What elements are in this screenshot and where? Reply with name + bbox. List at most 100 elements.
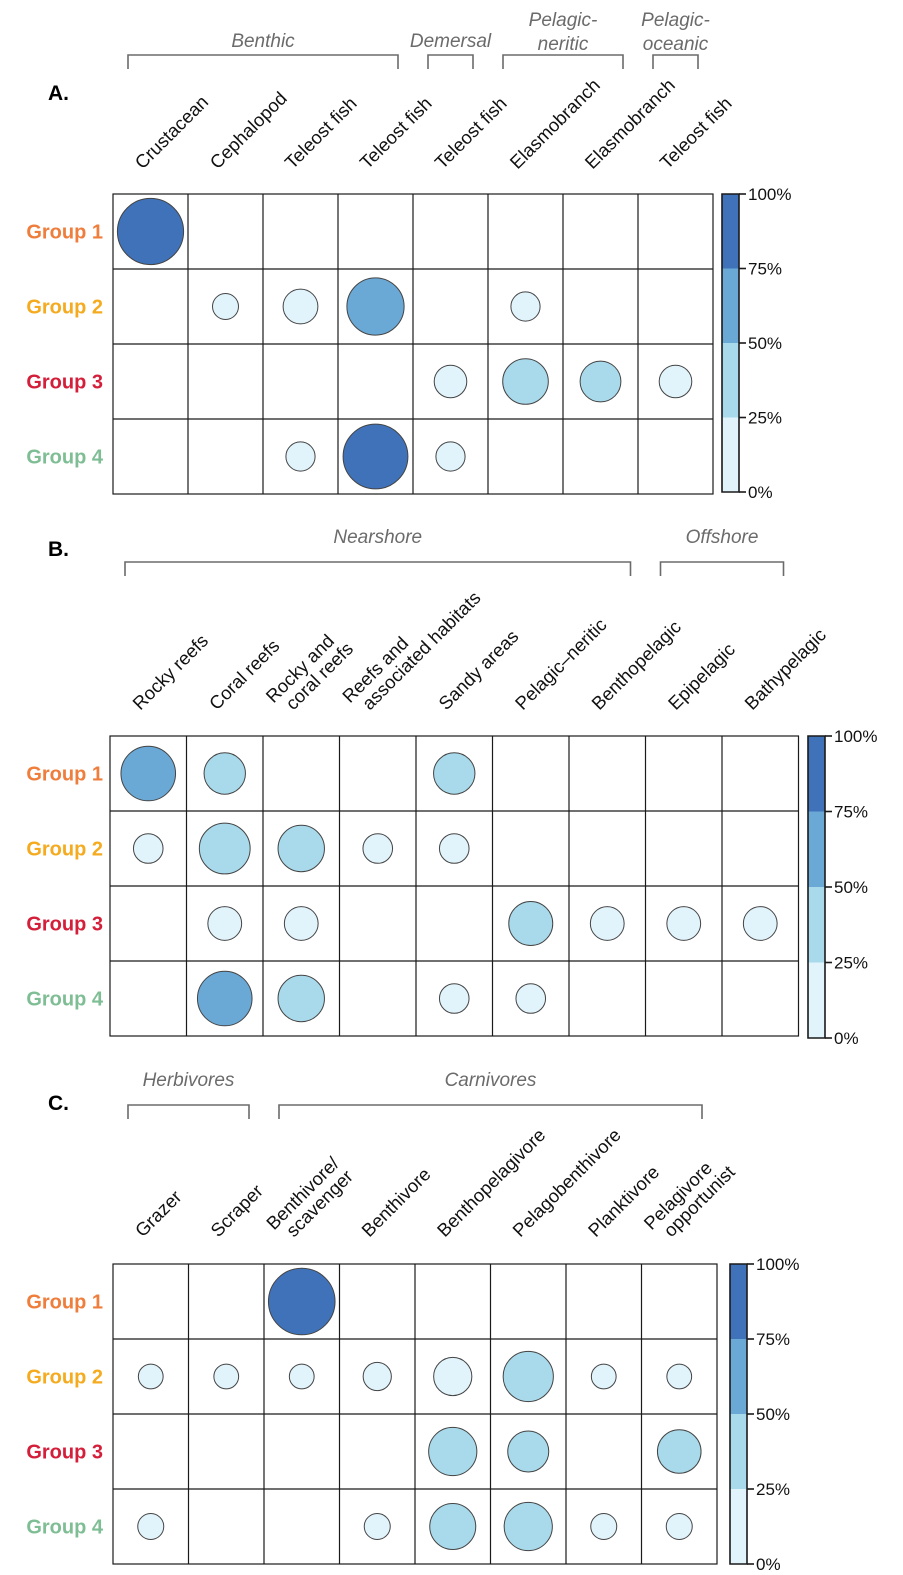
bubble xyxy=(502,1350,554,1403)
category-group-label: Nearshore xyxy=(333,527,422,548)
legend-tick-label: 75% xyxy=(834,803,868,822)
legend-tick-label: 75% xyxy=(756,1330,790,1349)
legend-segment xyxy=(808,887,825,963)
column-label: Rocky andcoral reefs xyxy=(261,624,357,720)
column-label: Crustacean xyxy=(130,91,212,173)
bubble xyxy=(203,752,246,795)
legend-tick-label: 50% xyxy=(756,1405,790,1424)
bubble xyxy=(658,364,693,399)
category-group-label: Demersal xyxy=(410,31,492,52)
category-group-label: Benthic xyxy=(231,31,295,52)
bubble xyxy=(207,906,243,941)
bubble xyxy=(590,1513,618,1540)
legend-tick-label: 0% xyxy=(748,483,773,502)
legend-tick-label: 50% xyxy=(748,334,782,353)
column-label: Cephalopod xyxy=(205,87,290,172)
category-group-label: neritic xyxy=(538,34,589,55)
column-label: Pelagivoreopportunist xyxy=(639,1148,738,1247)
bubble xyxy=(433,752,476,795)
row-label: Group 2 xyxy=(26,839,103,861)
row-label: Group 3 xyxy=(26,372,103,394)
row-label: Group 3 xyxy=(26,1442,103,1464)
column-label: Benthivore/scavenger xyxy=(262,1152,357,1247)
bubble xyxy=(362,1361,392,1392)
bubble xyxy=(116,197,185,266)
bubble xyxy=(346,277,405,336)
legend-segment xyxy=(730,1264,747,1339)
column-label: Rocky reefs xyxy=(128,630,212,714)
bubble xyxy=(132,833,164,864)
bubble xyxy=(288,1363,315,1390)
column-label: Grazer xyxy=(131,1186,186,1241)
legend-tick-label: 100% xyxy=(748,185,791,204)
legend-segment xyxy=(730,1414,747,1489)
bubble xyxy=(656,1429,702,1474)
legend-segment xyxy=(808,962,825,1038)
bubble xyxy=(363,1513,391,1540)
category-bracket xyxy=(127,54,399,69)
legend-segment xyxy=(722,268,739,343)
column-label: Benthivore xyxy=(357,1163,434,1240)
category-bracket xyxy=(502,54,624,69)
bubble xyxy=(277,974,325,1023)
bubble xyxy=(666,906,702,941)
legend-tick-label: 0% xyxy=(756,1555,781,1574)
bubble xyxy=(283,906,319,941)
legend-segment xyxy=(722,417,739,492)
row-label: Group 2 xyxy=(26,297,103,319)
category-bracket xyxy=(124,561,632,576)
panel-label: C. xyxy=(48,1092,69,1115)
legend-segment xyxy=(722,343,739,418)
bubble xyxy=(196,970,253,1027)
bubble xyxy=(285,441,316,472)
panel-label: B. xyxy=(48,538,69,561)
legend-tick-label: 0% xyxy=(834,1029,859,1048)
category-bracket xyxy=(278,1104,703,1119)
bubble xyxy=(213,1363,240,1390)
bubble xyxy=(435,441,466,472)
row-label: Group 2 xyxy=(26,1367,103,1389)
bubble xyxy=(277,824,325,873)
category-group-label: Pelagic- xyxy=(529,10,598,31)
bubble xyxy=(137,1513,165,1540)
bubble xyxy=(120,745,177,802)
legend-segment xyxy=(808,811,825,887)
legend-tick-label: 25% xyxy=(748,409,782,428)
bubble xyxy=(282,288,319,325)
row-label: Group 3 xyxy=(26,914,103,936)
legend-tick-label: 50% xyxy=(834,878,868,897)
legend-segment xyxy=(808,736,825,812)
category-group-label: oceanic xyxy=(643,34,709,55)
column-label: Teleost fish xyxy=(355,93,435,173)
category-bracket xyxy=(652,54,699,69)
bubble xyxy=(267,1267,336,1336)
bubble xyxy=(508,901,554,946)
bubble xyxy=(212,293,239,320)
row-label: Group 1 xyxy=(26,764,103,786)
legend-tick-label: 75% xyxy=(748,260,782,279)
bubble xyxy=(510,291,541,322)
bubble xyxy=(590,1363,617,1390)
legend-tick-label: 100% xyxy=(756,1255,799,1274)
legend-tick-label: 25% xyxy=(756,1480,790,1499)
bubble xyxy=(433,1356,473,1397)
panel-1: A. Benthic Demersal Pelagic-neritic Pelagic-… xyxy=(26,10,791,502)
bubble xyxy=(742,906,778,941)
row-label: Group 4 xyxy=(26,1517,104,1539)
bubble xyxy=(515,983,547,1014)
bubble xyxy=(503,1501,553,1552)
column-label: Epipelagic xyxy=(664,639,739,714)
panel-label: A. xyxy=(48,82,69,105)
bubble xyxy=(342,423,409,490)
column-label: Bathypelagic xyxy=(740,624,830,714)
bubble xyxy=(198,822,251,875)
bubble xyxy=(433,364,468,399)
category-group-label: Carnivores xyxy=(445,1070,537,1091)
row-label: Group 4 xyxy=(26,989,104,1011)
bubble xyxy=(137,1363,164,1390)
row-label: Group 1 xyxy=(26,1292,103,1314)
column-label: Teleost fish xyxy=(655,93,735,173)
